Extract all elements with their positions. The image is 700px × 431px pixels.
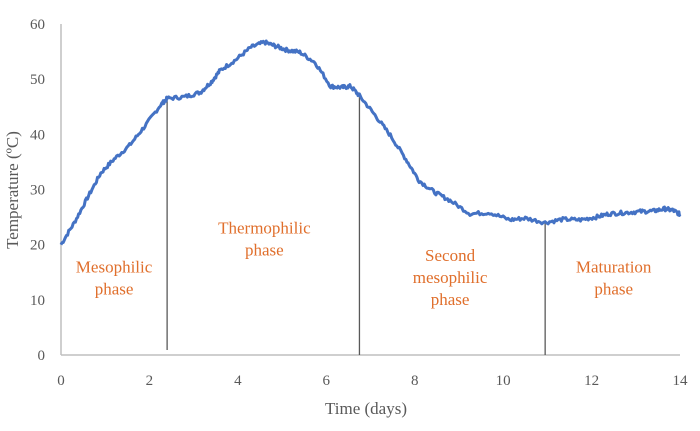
y-tick-label: 40 <box>30 127 45 143</box>
y-tick-label: 10 <box>30 293 45 309</box>
phase-label: Mesophilic phase <box>76 257 153 298</box>
phase-label-line: phase <box>245 241 284 260</box>
y-tick-label: 30 <box>30 183 45 199</box>
x-tick-label: 2 <box>146 373 154 389</box>
y-tick-label: 60 <box>30 17 45 33</box>
x-tick-label: 14 <box>673 373 689 389</box>
phase-label-line: phase <box>594 279 633 298</box>
phase-label-line: phase <box>431 290 470 309</box>
y-tick-label: 20 <box>30 238 45 254</box>
phase-label: Second mesophilic phase <box>413 246 488 309</box>
x-axis-ticks: 0 2 4 6 8 10 12 14 <box>57 373 688 389</box>
phase-label-line: Thermophilic <box>218 219 311 238</box>
phase-label-line: Mesophilic <box>76 257 153 276</box>
phase-label-line: phase <box>95 279 134 298</box>
phase-label: Maturation phase <box>576 257 652 298</box>
x-tick-label: 0 <box>57 373 65 389</box>
x-tick-label: 8 <box>411 373 419 389</box>
y-axis-ticks: 0 10 20 30 40 50 60 <box>30 17 45 364</box>
y-axis-title: Temperature (ºC) <box>3 131 22 249</box>
phase-label-line: Maturation <box>576 257 652 276</box>
x-tick-label: 12 <box>584 373 599 389</box>
plot-area <box>59 24 682 356</box>
x-tick-label: 10 <box>496 373 511 389</box>
temperature-series-line <box>59 39 682 246</box>
y-tick-label: 50 <box>30 72 45 88</box>
phase-label-line: Second <box>425 246 476 265</box>
phase-label: Thermophilic phase <box>218 219 311 260</box>
x-tick-label: 4 <box>234 373 242 389</box>
phase-annotations: Mesophilic phase Thermophilic phase Second me… <box>76 219 652 310</box>
x-axis-title: Time (days) <box>325 399 407 418</box>
y-tick-label: 0 <box>38 348 46 364</box>
x-tick-label: 6 <box>323 373 331 389</box>
phase-label-line: mesophilic <box>413 268 488 287</box>
